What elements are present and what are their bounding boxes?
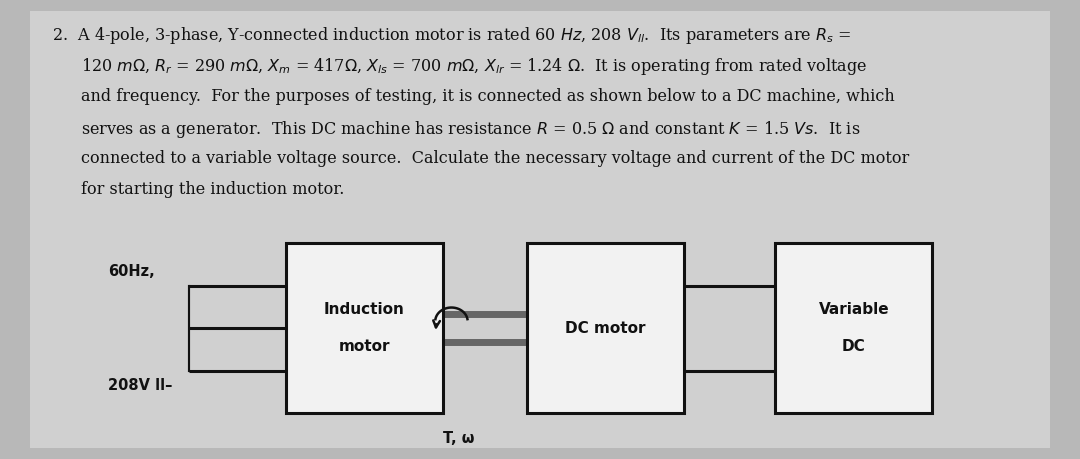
Text: T, ω: T, ω (443, 431, 475, 447)
Bar (286, 243, 443, 413)
Text: 2.  A 4-pole, 3-phase, Y-connected induction motor is rated 60 $Hz$, 208 $V_{ll}: 2. A 4-pole, 3-phase, Y-connected induct… (52, 25, 851, 46)
Bar (775, 243, 932, 413)
Text: connected to a variable voltage source.  Calculate the necessary voltage and cur: connected to a variable voltage source. … (81, 150, 909, 167)
Text: DC: DC (842, 339, 865, 354)
Text: 120 $m\Omega$, $R_r$ = 290 $m\Omega$, $X_m$ = 417$\Omega$, $X_{ls}$ = 700 $m\Ome: 120 $m\Omega$, $R_r$ = 290 $m\Omega$, $X… (81, 56, 867, 78)
Text: serves as a generator.  This DC machine has resistance $R$ = 0.5 $\Omega$ and co: serves as a generator. This DC machine h… (81, 119, 861, 140)
Text: 208V ll–: 208V ll– (108, 377, 173, 392)
Text: for starting the induction motor.: for starting the induction motor. (81, 181, 345, 198)
Text: motor: motor (339, 339, 390, 354)
Text: Induction: Induction (324, 302, 405, 317)
Text: DC motor: DC motor (565, 321, 646, 336)
Text: and frequency.  For the purposes of testing, it is connected as shown below to a: and frequency. For the purposes of testi… (81, 88, 894, 105)
Text: Variable: Variable (819, 302, 889, 317)
Text: 60Hz,: 60Hz, (108, 264, 154, 279)
Bar (527, 243, 684, 413)
